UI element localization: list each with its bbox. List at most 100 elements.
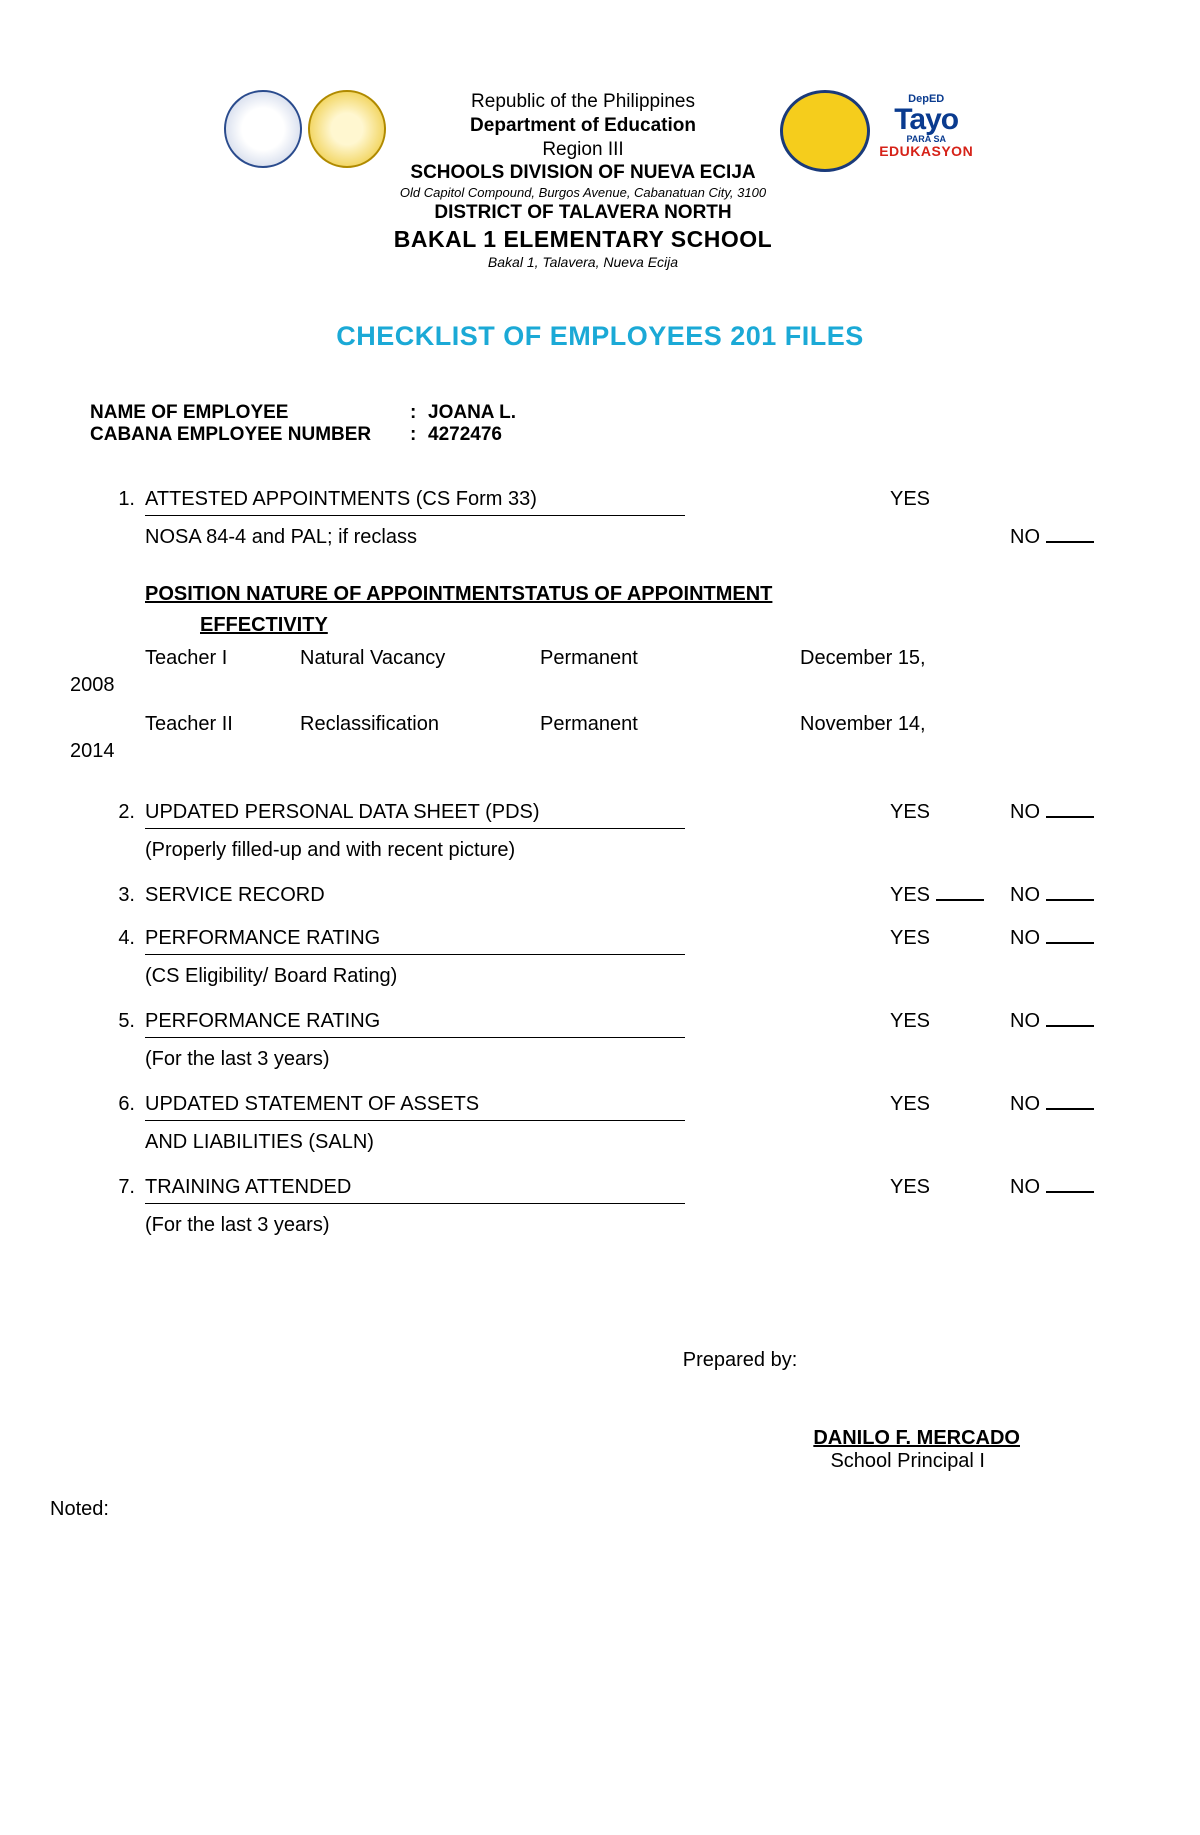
item-yes: YES xyxy=(890,799,1010,826)
item-2-sub: (Properly filled-up and with recent pict… xyxy=(145,837,1150,864)
blank-line xyxy=(1046,541,1094,543)
header-text: Republic of the Philippines Department o… xyxy=(394,90,772,271)
underline xyxy=(145,828,685,829)
prepared-by-label: Prepared by: xyxy=(330,1349,1150,1372)
appointment-row-2: Teacher II Reclassification Permanent No… xyxy=(70,711,1150,738)
item-no: NO xyxy=(1010,1174,1150,1201)
employee-info: NAME OF EMPLOYEE : JOANA L. CABANA EMPLO… xyxy=(90,402,1150,446)
header-address: Old Capitol Compound, Burgos Avenue, Cab… xyxy=(394,185,772,201)
blank-line xyxy=(1046,816,1094,818)
item-number: 4. xyxy=(70,925,145,952)
item-5-sub: (For the last 3 years) xyxy=(145,1046,1150,1073)
nature: Natural Vacancy xyxy=(300,645,540,672)
underline xyxy=(145,515,685,516)
item-no: NO xyxy=(1010,1008,1150,1035)
item-no: NO xyxy=(1010,524,1150,551)
status: Permanent xyxy=(540,645,800,672)
item-4-sub: (CS Eligibility/ Board Rating) xyxy=(145,963,1150,990)
item-number: 1. xyxy=(70,486,145,513)
item-no: NO xyxy=(1010,925,1150,952)
signature-name: DANILO F. MERCADO xyxy=(50,1427,1020,1450)
blank-line xyxy=(936,899,984,901)
blank-line xyxy=(1046,1191,1094,1193)
blank-line xyxy=(1046,1025,1094,1027)
tayo-edu: EDUKASYON xyxy=(876,144,976,158)
year: 2008 xyxy=(70,672,1150,699)
item-label: ATTESTED APPOINTMENTS (CS Form 33) xyxy=(145,486,890,513)
item-no: NO xyxy=(1010,1091,1150,1118)
item-5: 5. PERFORMANCE RATING YES NO xyxy=(70,1008,1150,1035)
item-yes: YES xyxy=(890,925,1010,952)
separator: : xyxy=(410,402,428,424)
tayo-logo-icon: DepED Tayo PARA SA EDUKASYON xyxy=(876,90,976,158)
appointment-table-heading-2: EFFECTIVITY xyxy=(200,612,1150,639)
underline xyxy=(145,1037,685,1038)
appointment-row-1: Teacher I Natural Vacancy Permanent Dece… xyxy=(70,645,1150,672)
status: Permanent xyxy=(540,711,800,738)
employee-number-label: CABANA EMPLOYEE NUMBER xyxy=(90,424,410,446)
item-6-sub: AND LIABILITIES (SALN) xyxy=(145,1129,1150,1156)
item-yes: YES xyxy=(890,1091,1010,1118)
blank-line xyxy=(1046,942,1094,944)
item-number: 3. xyxy=(70,882,145,909)
blank-line xyxy=(1046,1108,1094,1110)
logos-left xyxy=(224,90,386,168)
item-yes: YES xyxy=(890,882,1010,909)
item-6: 6. UPDATED STATEMENT OF ASSETS YES NO xyxy=(70,1091,1150,1118)
item-7-sub: (For the last 3 years) xyxy=(145,1212,1150,1239)
header-republic: Republic of the Philippines xyxy=(394,90,772,114)
school-seal-icon xyxy=(780,90,870,172)
tayo-main: Tayo xyxy=(876,105,976,135)
underline xyxy=(145,954,685,955)
position: Teacher I xyxy=(145,645,300,672)
header-division: SCHOOLS DIVISION OF NUEVA ECIJA xyxy=(394,161,772,185)
item-label: UPDATED STATEMENT OF ASSETS xyxy=(145,1091,890,1118)
item-label: TRAINING ATTENDED xyxy=(145,1174,890,1201)
item-3: 3. SERVICE RECORD YES NO xyxy=(70,882,1150,909)
header-school: BAKAL 1 ELEMENTARY SCHOOL xyxy=(394,225,772,254)
noted-label: Noted: xyxy=(50,1498,1150,1521)
position: Teacher II xyxy=(145,711,300,738)
underline xyxy=(145,1203,685,1204)
appointment-table-heading: POSITION NATURE OF APPOINTMENTSTATUS OF … xyxy=(145,581,1150,608)
item-number: 6. xyxy=(70,1091,145,1118)
header-region: Region III xyxy=(394,138,772,162)
nature: Reclassification xyxy=(300,711,540,738)
item-1-sub: NOSA 84-4 and PAL; if reclass NO xyxy=(70,524,1150,551)
employee-number-value: 4272476 xyxy=(428,424,502,446)
date: November 14, xyxy=(800,711,1150,738)
item-no: NO xyxy=(1010,799,1150,826)
item-number: 2. xyxy=(70,799,145,826)
item-label: PERFORMANCE RATING xyxy=(145,1008,890,1035)
employee-name-value: JOANA L. xyxy=(428,402,516,424)
blank-line xyxy=(1046,899,1094,901)
item-no: NO xyxy=(1010,882,1150,909)
item-1: 1. ATTESTED APPOINTMENTS (CS Form 33) YE… xyxy=(70,486,1150,513)
letterhead: Republic of the Philippines Department o… xyxy=(50,90,1150,271)
item-7: 7. TRAINING ATTENDED YES NO xyxy=(70,1174,1150,1201)
separator: : xyxy=(410,424,428,446)
item-number: 5. xyxy=(70,1008,145,1035)
underline xyxy=(145,1120,685,1121)
item-4: 4. PERFORMANCE RATING YES NO xyxy=(70,925,1150,952)
deped-seal-icon xyxy=(224,90,302,168)
item-label: SERVICE RECORD xyxy=(145,882,890,909)
item-sub: NOSA 84-4 and PAL; if reclass xyxy=(145,524,890,551)
year: 2014 xyxy=(70,738,1150,765)
item-yes: YES xyxy=(890,486,1010,513)
header-district: DISTRICT OF TALAVERA NORTH xyxy=(394,201,772,225)
header-school-address: Bakal 1, Talavera, Nueva Ecija xyxy=(394,254,772,272)
checklist-items: 1. ATTESTED APPOINTMENTS (CS Form 33) YE… xyxy=(70,486,1150,1239)
item-2: 2. UPDATED PERSONAL DATA SHEET (PDS) YES… xyxy=(70,799,1150,826)
item-yes: YES xyxy=(890,1008,1010,1035)
date: December 15, xyxy=(800,645,1150,672)
signature-title: School Principal I xyxy=(50,1450,985,1473)
logos-right: DepED Tayo PARA SA EDUKASYON xyxy=(780,90,976,172)
item-number: 7. xyxy=(70,1174,145,1201)
item-label: UPDATED PERSONAL DATA SHEET (PDS) xyxy=(145,799,890,826)
employee-name-label: NAME OF EMPLOYEE xyxy=(90,402,410,424)
header-department: Department of Education xyxy=(394,114,772,138)
document-title: CHECKLIST OF EMPLOYEES 201 FILES xyxy=(50,321,1150,352)
item-yes: YES xyxy=(890,1174,1010,1201)
division-seal-icon xyxy=(308,90,386,168)
